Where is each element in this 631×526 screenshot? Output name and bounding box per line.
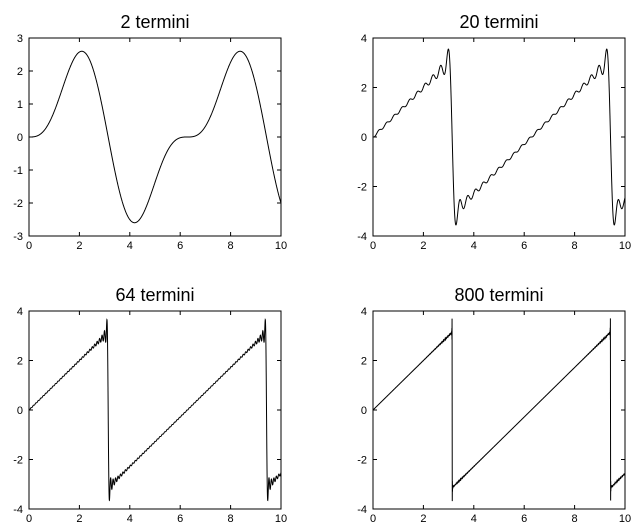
x-tick-label: 4 [127,240,133,252]
y-tick-label: 4 [17,306,23,318]
x-tick-label: 6 [521,513,527,525]
x-tick-label: 2 [420,240,426,252]
plot-frame [28,37,282,237]
series-line [29,318,282,502]
y-tick-label: 2 [17,356,23,368]
x-tick-label: 8 [572,240,578,252]
x-tick-label: 8 [228,513,234,525]
chart-title: 2 termini [120,12,189,32]
x-tick-label: 6 [177,240,183,252]
x-tick-label: 8 [228,240,234,252]
y-tick-label: 1 [17,99,23,111]
y-tick-label: -4 [357,504,367,516]
y-tick-label: 0 [17,405,23,417]
x-tick-label: 6 [521,240,527,252]
x-tick-label: 0 [26,240,32,252]
y-tick-label: -4 [357,231,367,243]
chart-panel-4: 800 termini 0 2 4 6 8 10 -4 -2 0 2 4 [357,285,631,525]
y-tick-label: 3 [17,33,23,45]
series-line [29,50,282,224]
y-tick-label: 4 [361,33,367,45]
y-tick-label: -1 [13,165,23,177]
x-tick-label: 10 [275,513,287,525]
y-tick-label: 2 [17,66,23,78]
y-tick-label: -4 [13,504,23,516]
y-tick-label: -2 [13,455,23,467]
x-tick-label: 4 [127,513,133,525]
y-tick-label: -3 [13,231,23,243]
x-tick-label: 0 [26,513,32,525]
x-tick-label: 0 [370,513,376,525]
y-tick-label: -2 [357,182,367,194]
chart-panel-3: 64 termini 0 2 4 6 8 10 -4 -2 0 2 4 [13,285,287,525]
y-tick-label: 0 [361,132,367,144]
y-tick-label: -2 [357,455,367,467]
x-tick-label: 6 [177,513,183,525]
plot-frame [372,37,626,237]
x-tick-label: 2 [420,513,426,525]
x-tick-label: 10 [619,240,631,252]
x-tick-label: 10 [275,240,287,252]
y-tick-label: 4 [361,306,367,318]
chart-title: 20 termini [459,12,538,32]
y-tick-label: 2 [361,83,367,95]
chart-title: 64 termini [115,285,194,305]
chart-panel-1: 2 termini 0 2 4 6 8 10 -3 -2 -1 0 1 2 3 [13,12,287,252]
y-tick-label: 2 [361,356,367,368]
x-tick-label: 2 [76,513,82,525]
x-tick-label: 4 [471,513,477,525]
plot-frame [372,310,626,510]
x-tick-label: 0 [370,240,376,252]
x-tick-label: 4 [471,240,477,252]
y-tick-label: 0 [361,405,367,417]
plot-frame [28,310,282,510]
chart-panel-2: 20 termini 0 2 4 6 8 10 -4 -2 0 2 4 [357,12,631,252]
x-tick-label: 8 [572,513,578,525]
x-tick-label: 2 [76,240,82,252]
x-tick-label: 10 [619,513,631,525]
y-tick-label: 0 [17,132,23,144]
chart-title: 800 termini [454,285,543,305]
y-tick-label: -2 [13,198,23,210]
series-line [372,318,626,502]
series-line [373,48,626,226]
